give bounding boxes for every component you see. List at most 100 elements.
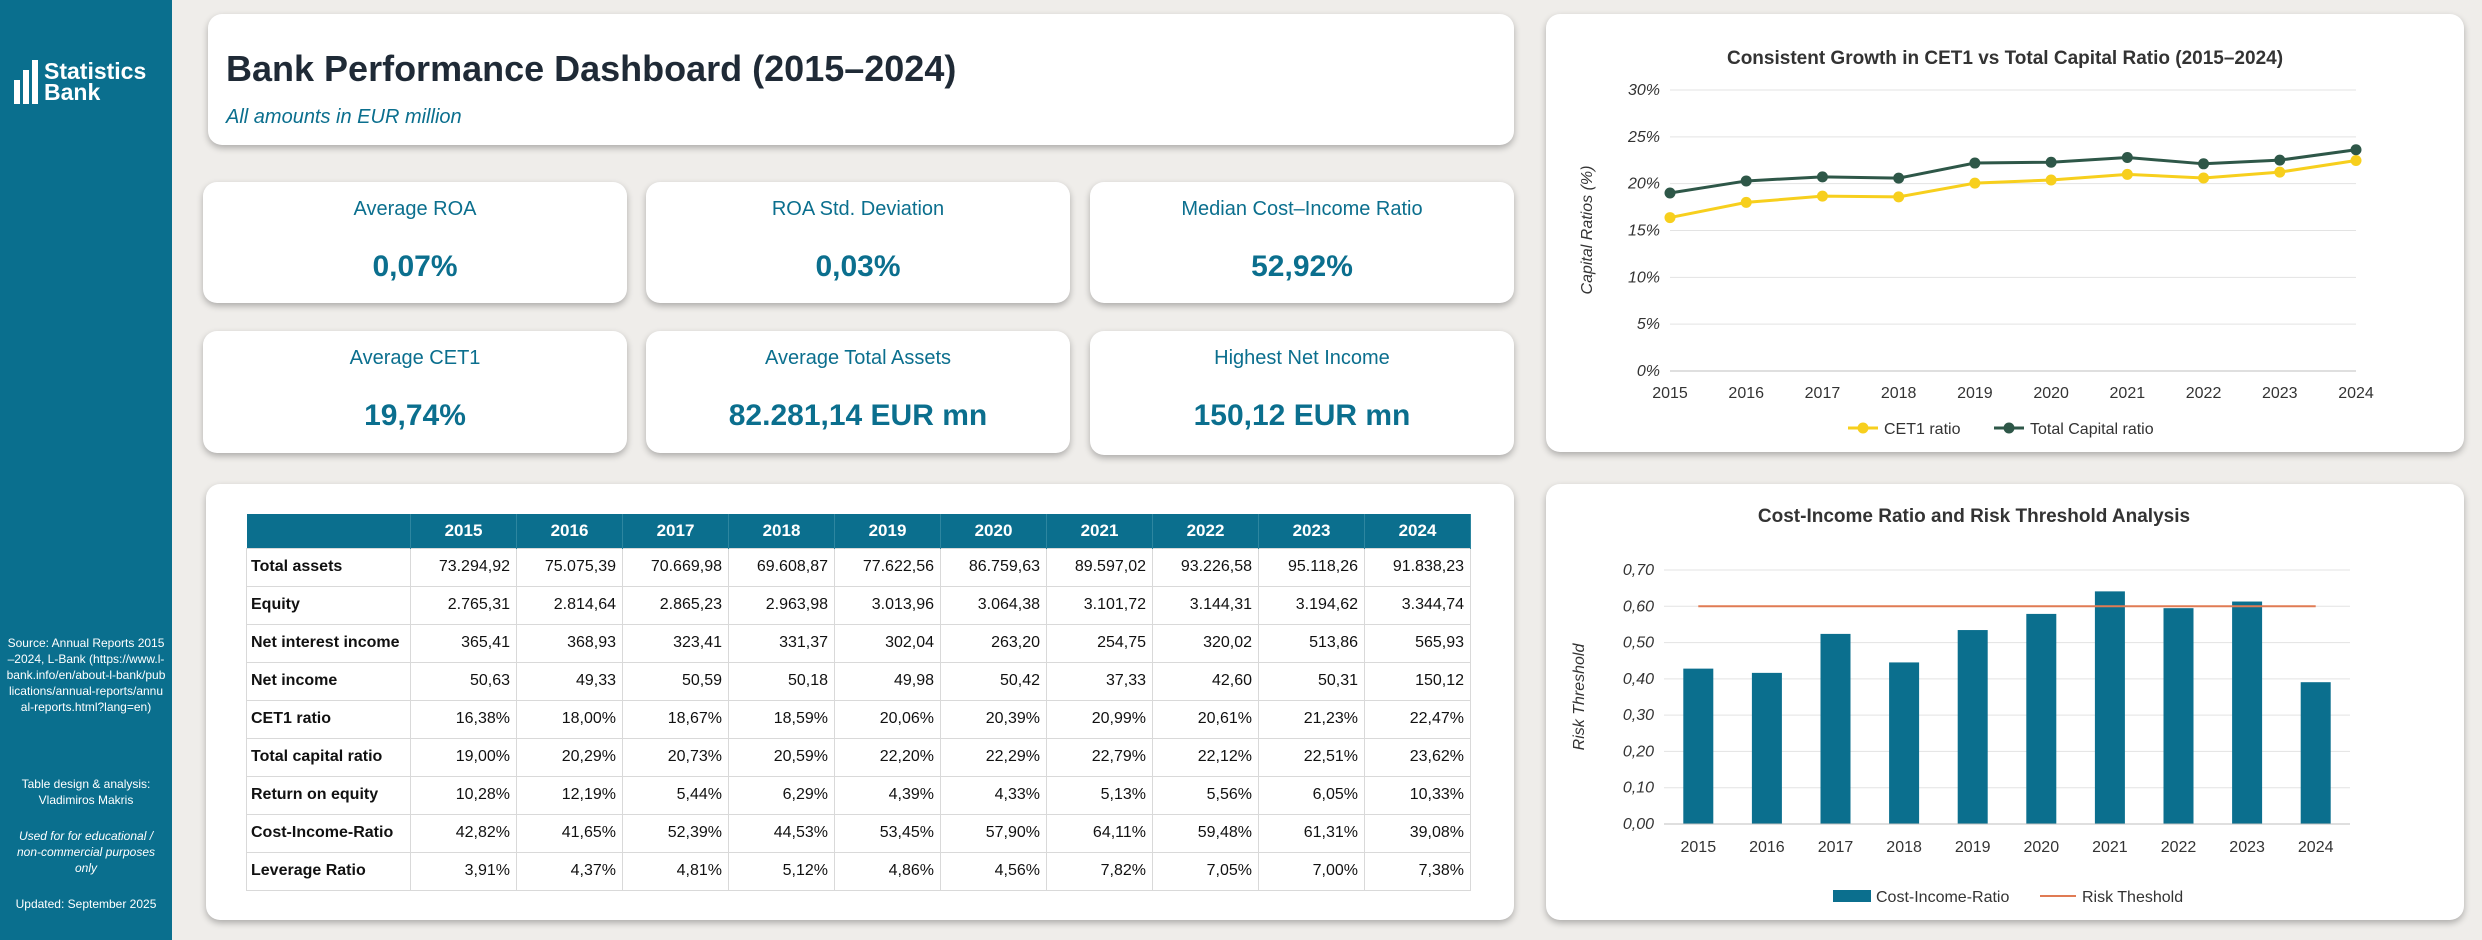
x-tick-label: 2024 <box>2298 839 2334 856</box>
updated-date: Updated: September 2025 <box>15 897 157 911</box>
x-tick-label: 2021 <box>2092 839 2128 856</box>
row-label: Cost-Income-Ratio <box>246 813 411 853</box>
chart-title: Consistent Growth in CET1 vs Total Capit… <box>1727 48 2283 69</box>
kpi-highest-net-income: Highest Net Income 150,12 EUR mn <box>1090 331 1514 455</box>
row-label: Total assets <box>246 547 411 587</box>
y-tick-label: 0% <box>1637 363 1660 380</box>
kpi-label: Median Cost–Income Ratio <box>1181 198 1423 220</box>
table-row: Leverage Ratio 3,91% 4,37% 4,81% 5,12% 4,86% 4… <box>246 851 1471 891</box>
table-cell: 52,39% <box>622 813 729 853</box>
table-cell: 7,00% <box>1258 851 1365 891</box>
table-cell: 4,33% <box>940 775 1047 815</box>
logo-line-2: Bank <box>44 79 101 105</box>
table-cell: 150,12 <box>1364 661 1471 701</box>
bar <box>1820 633 1851 824</box>
table-cell: 53,45% <box>834 813 941 853</box>
x-tick-label: 2023 <box>2262 385 2298 402</box>
table-cell: 64,11% <box>1046 813 1153 853</box>
kpi-label: ROA Std. Deviation <box>771 198 945 220</box>
legend-label: Cost-Income-Ratio <box>1876 889 2009 906</box>
kpi-value: 150,12 EUR mn <box>1193 399 1411 432</box>
table-cell: 89.597,02 <box>1046 547 1153 587</box>
table-cell: 22,29% <box>940 737 1047 777</box>
table-cell: 5,12% <box>728 851 835 891</box>
table-cell: 50,42 <box>940 661 1047 701</box>
table-cell: 20,29% <box>516 737 623 777</box>
table-row: Net income 50,63 49,33 50,59 50,18 49,98 50,42… <box>246 661 1471 701</box>
bar <box>2300 682 2331 824</box>
data-point <box>1664 212 1676 224</box>
kpi-average-cet1: Average CET1 19,74% <box>203 331 627 453</box>
x-tick-label: 2020 <box>2024 839 2060 856</box>
data-point <box>2198 172 2210 184</box>
bar <box>2094 591 2125 824</box>
row-label: Return on equity <box>246 775 411 815</box>
cost-income-bar-chart: Cost-Income Ratio and Risk Threshold Ana… <box>1571 506 2350 906</box>
statistics-bank-logo: Statistics Bank <box>14 60 146 104</box>
table-cell: 368,93 <box>516 623 623 663</box>
kpi-label: Highest Net Income <box>1214 347 1390 369</box>
source-note: Source: Annual Reports 2015–2024, L-Bank… <box>6 636 166 714</box>
bar <box>2232 601 2263 824</box>
table-cell: 5,44% <box>622 775 729 815</box>
table-corner-header <box>246 514 411 548</box>
y-tick-label: 20% <box>1627 176 1660 193</box>
x-tick-label: 2022 <box>2161 839 2197 856</box>
data-point <box>1969 157 1981 169</box>
table-cell: 42,82% <box>410 813 517 853</box>
table-cell: 254,75 <box>1046 623 1153 663</box>
page-title: Bank Performance Dashboard (2015–2024) <box>226 48 957 89</box>
cost-income-chart-card: Cost-Income Ratio and Risk Threshold Ana… <box>1546 484 2464 920</box>
data-point <box>2274 166 2286 178</box>
table-cell: 5,56% <box>1152 775 1259 815</box>
table-cell: 263,20 <box>940 623 1047 663</box>
y-tick-label: 0,60 <box>1623 598 1654 615</box>
table-cell: 3.064,38 <box>940 585 1047 625</box>
table-cell: 4,37% <box>516 851 623 891</box>
table-cell: 12,19% <box>516 775 623 815</box>
table-cell: 42,60 <box>1152 661 1259 701</box>
table-cell: 2.865,23 <box>622 585 729 625</box>
table-cell: 59,48% <box>1152 813 1259 853</box>
table-cell: 4,39% <box>834 775 941 815</box>
data-point <box>2350 155 2362 167</box>
row-label: Net income <box>246 661 411 701</box>
table-cell: 3.194,62 <box>1258 585 1365 625</box>
table-cell: 6,29% <box>728 775 835 815</box>
row-label: Equity <box>246 585 411 625</box>
x-tick-label: 2017 <box>1805 385 1841 402</box>
row-label: Leverage Ratio <box>246 851 411 891</box>
table-cell: 50,63 <box>410 661 517 701</box>
performance-table: 2015 2016 2017 2018 2019 2020 2021 2022 … <box>246 514 1471 891</box>
table-cell: 320,02 <box>1152 623 1259 663</box>
data-point <box>1816 171 1828 183</box>
legend-swatch <box>1833 890 1871 902</box>
table-cell: 39,08% <box>1364 813 1471 853</box>
table-row: Total capital ratio 19,00% 20,29% 20,73% 20,… <box>246 737 1471 777</box>
x-tick-label: 2016 <box>1749 839 1785 856</box>
kpi-average-roa: Average ROA 0,07% <box>203 182 627 303</box>
y-tick-label: 30% <box>1628 82 1660 99</box>
table-cell: 20,06% <box>834 699 941 739</box>
table-cell: 4,81% <box>622 851 729 891</box>
data-point <box>1740 196 1752 208</box>
table-cell: 22,79% <box>1046 737 1153 777</box>
data-point <box>1816 190 1828 202</box>
y-tick-label: 5% <box>1637 316 1660 333</box>
table-cell: 3.013,96 <box>834 585 941 625</box>
y-tick-label: 0,10 <box>1623 780 1654 797</box>
table-row: Cost-Income-Ratio 42,82% 41,65% 52,39% 44,53… <box>246 813 1471 853</box>
y-tick-label: 0,50 <box>1623 635 1654 652</box>
x-tick-label: 2015 <box>1681 839 1717 856</box>
table-cell: 44,53% <box>728 813 835 853</box>
kpi-label: Average Total Assets <box>764 347 952 369</box>
column-header: 2021 <box>1046 514 1153 548</box>
y-tick-label: 15% <box>1628 223 1660 240</box>
table-cell: 2.814,64 <box>516 585 623 625</box>
legend-label: Risk Theshold <box>2082 889 2183 906</box>
table-cell: 37,33 <box>1046 661 1153 701</box>
kpi-median-cost-income: Median Cost–Income Ratio 52,92% <box>1090 182 1514 303</box>
x-tick-label: 2022 <box>2186 385 2222 402</box>
table-cell: 513,86 <box>1258 623 1365 663</box>
table-cell: 77.622,56 <box>834 547 941 587</box>
